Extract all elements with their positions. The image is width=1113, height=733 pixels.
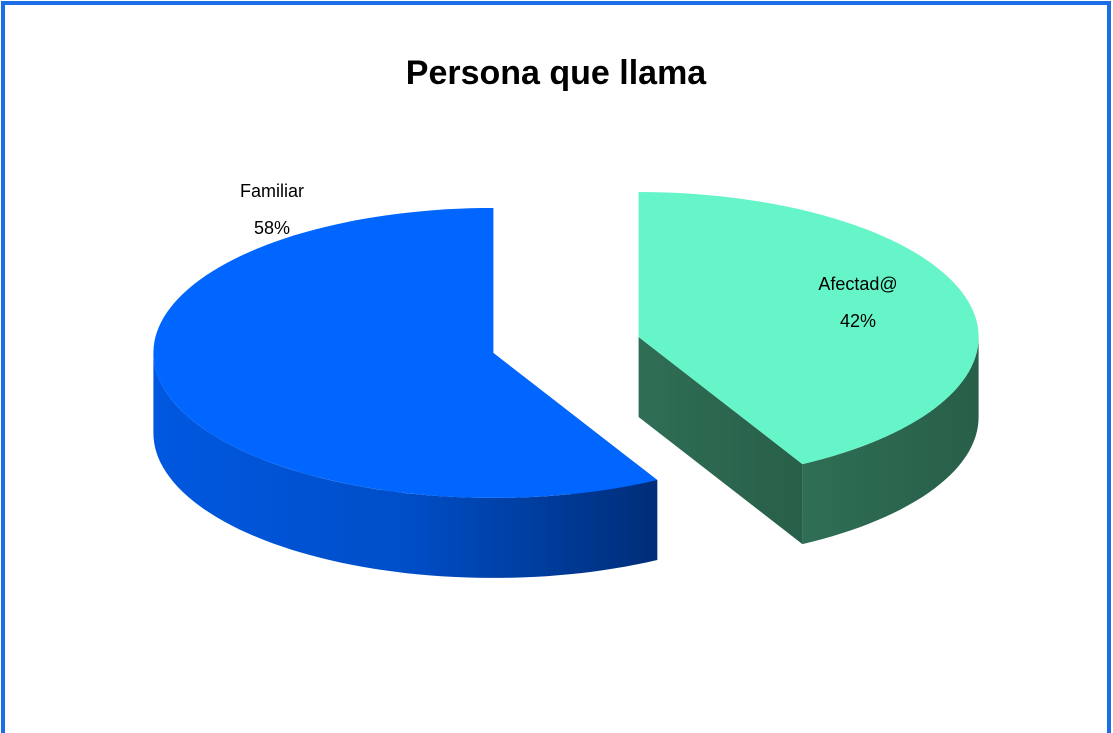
data-label-category: Afectad@ <box>818 274 897 294</box>
slice <box>153 208 658 498</box>
chart-title: Persona que llama <box>406 54 708 92</box>
data-label-category: Familiar <box>240 181 304 201</box>
data-label-value: 42% <box>840 311 876 331</box>
slice-cut-face <box>638 337 803 545</box>
slice <box>638 192 979 465</box>
slice-side <box>802 337 979 545</box>
data-label-value: 58% <box>254 218 290 238</box>
slice-side <box>153 353 658 578</box>
